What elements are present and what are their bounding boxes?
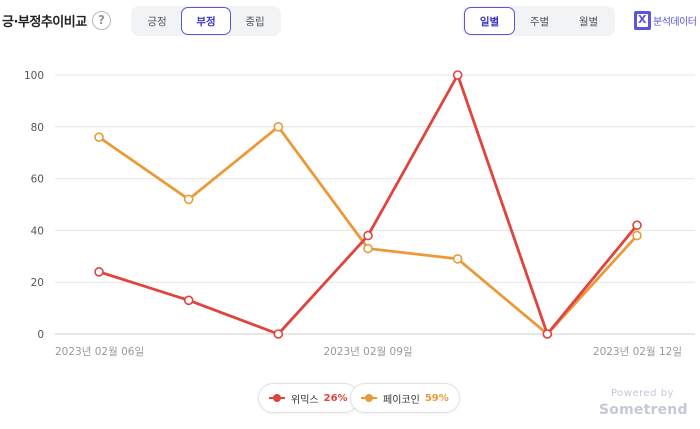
- legend-series-percent: 26%: [323, 392, 348, 404]
- y-tick-label: 0: [37, 329, 44, 341]
- data-point: [632, 230, 642, 241]
- tab-negative[interactable]: 부정: [181, 7, 231, 35]
- export-data-button[interactable]: 분석데이터: [634, 11, 697, 30]
- data-point: [94, 132, 104, 142]
- tab-neutral[interactable]: 중립: [245, 15, 265, 28]
- data-point: [94, 267, 104, 277]
- y-tick-label: 40: [31, 225, 44, 237]
- sentiment-tab-group: 긍정 부정 중립: [131, 6, 281, 36]
- help-icon[interactable]: ?: [92, 11, 111, 30]
- y-tick-label: 20: [31, 277, 44, 289]
- excel-icon: [634, 11, 651, 30]
- tab-monthly[interactable]: 월별: [578, 15, 599, 28]
- data-point: [363, 230, 373, 241]
- period-tab-group: 일별 주별 월별: [462, 6, 615, 36]
- chart-header: 긍·부정추이비교 ? 긍정 부정 중립 일별 주별 월별 분석데이터: [0, 0, 700, 44]
- data-point: [183, 295, 194, 306]
- legend-item-wemix[interactable]: 위믹스 26%: [258, 383, 359, 413]
- legend-series-name: 페이코인: [383, 394, 420, 406]
- data-point: [542, 329, 553, 339]
- brand-logo-text: Sometrend: [599, 402, 688, 418]
- data-point: [273, 329, 284, 339]
- series-line: [98, 73, 639, 336]
- data-point: [273, 122, 284, 132]
- legend-marker-icon: [269, 394, 285, 402]
- tab-weekly[interactable]: 주별: [529, 15, 550, 28]
- legend-marker-icon: [361, 394, 377, 402]
- data-point: [183, 194, 194, 205]
- legend-item-paycoin[interactable]: 페이코인 59%: [350, 383, 460, 413]
- powered-by-text: Powered by: [611, 388, 674, 399]
- x-tick-label: 2023년 02월 12일: [593, 345, 682, 358]
- line-chart: 0 20 40 60 80 100 2023년 02월 06일 2023년 02월 09일 20…: [24, 70, 695, 358]
- export-data-label: 분석데이터: [653, 17, 697, 28]
- data-point: [452, 254, 463, 264]
- data-point: [632, 220, 642, 231]
- y-tick-label: 100: [24, 70, 44, 82]
- x-tick-label: 2023년 02월 06일: [55, 345, 144, 358]
- y-tick-label: 80: [31, 122, 44, 134]
- x-tick-label: 2023년 02월 09일: [323, 345, 412, 358]
- legend-series-name: 위믹스: [291, 394, 319, 406]
- data-point: [452, 70, 463, 80]
- data-point: [363, 243, 373, 254]
- legend-series-percent: 59%: [424, 392, 449, 404]
- page-title: 긍·부정추이비교: [2, 15, 87, 30]
- y-tick-label: 60: [31, 174, 44, 186]
- tab-daily[interactable]: 일별: [464, 7, 515, 35]
- tab-positive[interactable]: 긍정: [147, 15, 167, 28]
